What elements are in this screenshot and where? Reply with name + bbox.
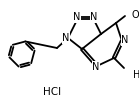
Text: N: N (121, 35, 129, 45)
Text: H₂N: H₂N (133, 70, 139, 80)
Text: N: N (73, 12, 81, 22)
Text: HCl: HCl (43, 87, 61, 97)
Text: N: N (90, 12, 98, 22)
Text: N: N (92, 62, 100, 72)
Text: OH: OH (132, 10, 139, 20)
Text: N: N (62, 33, 70, 43)
